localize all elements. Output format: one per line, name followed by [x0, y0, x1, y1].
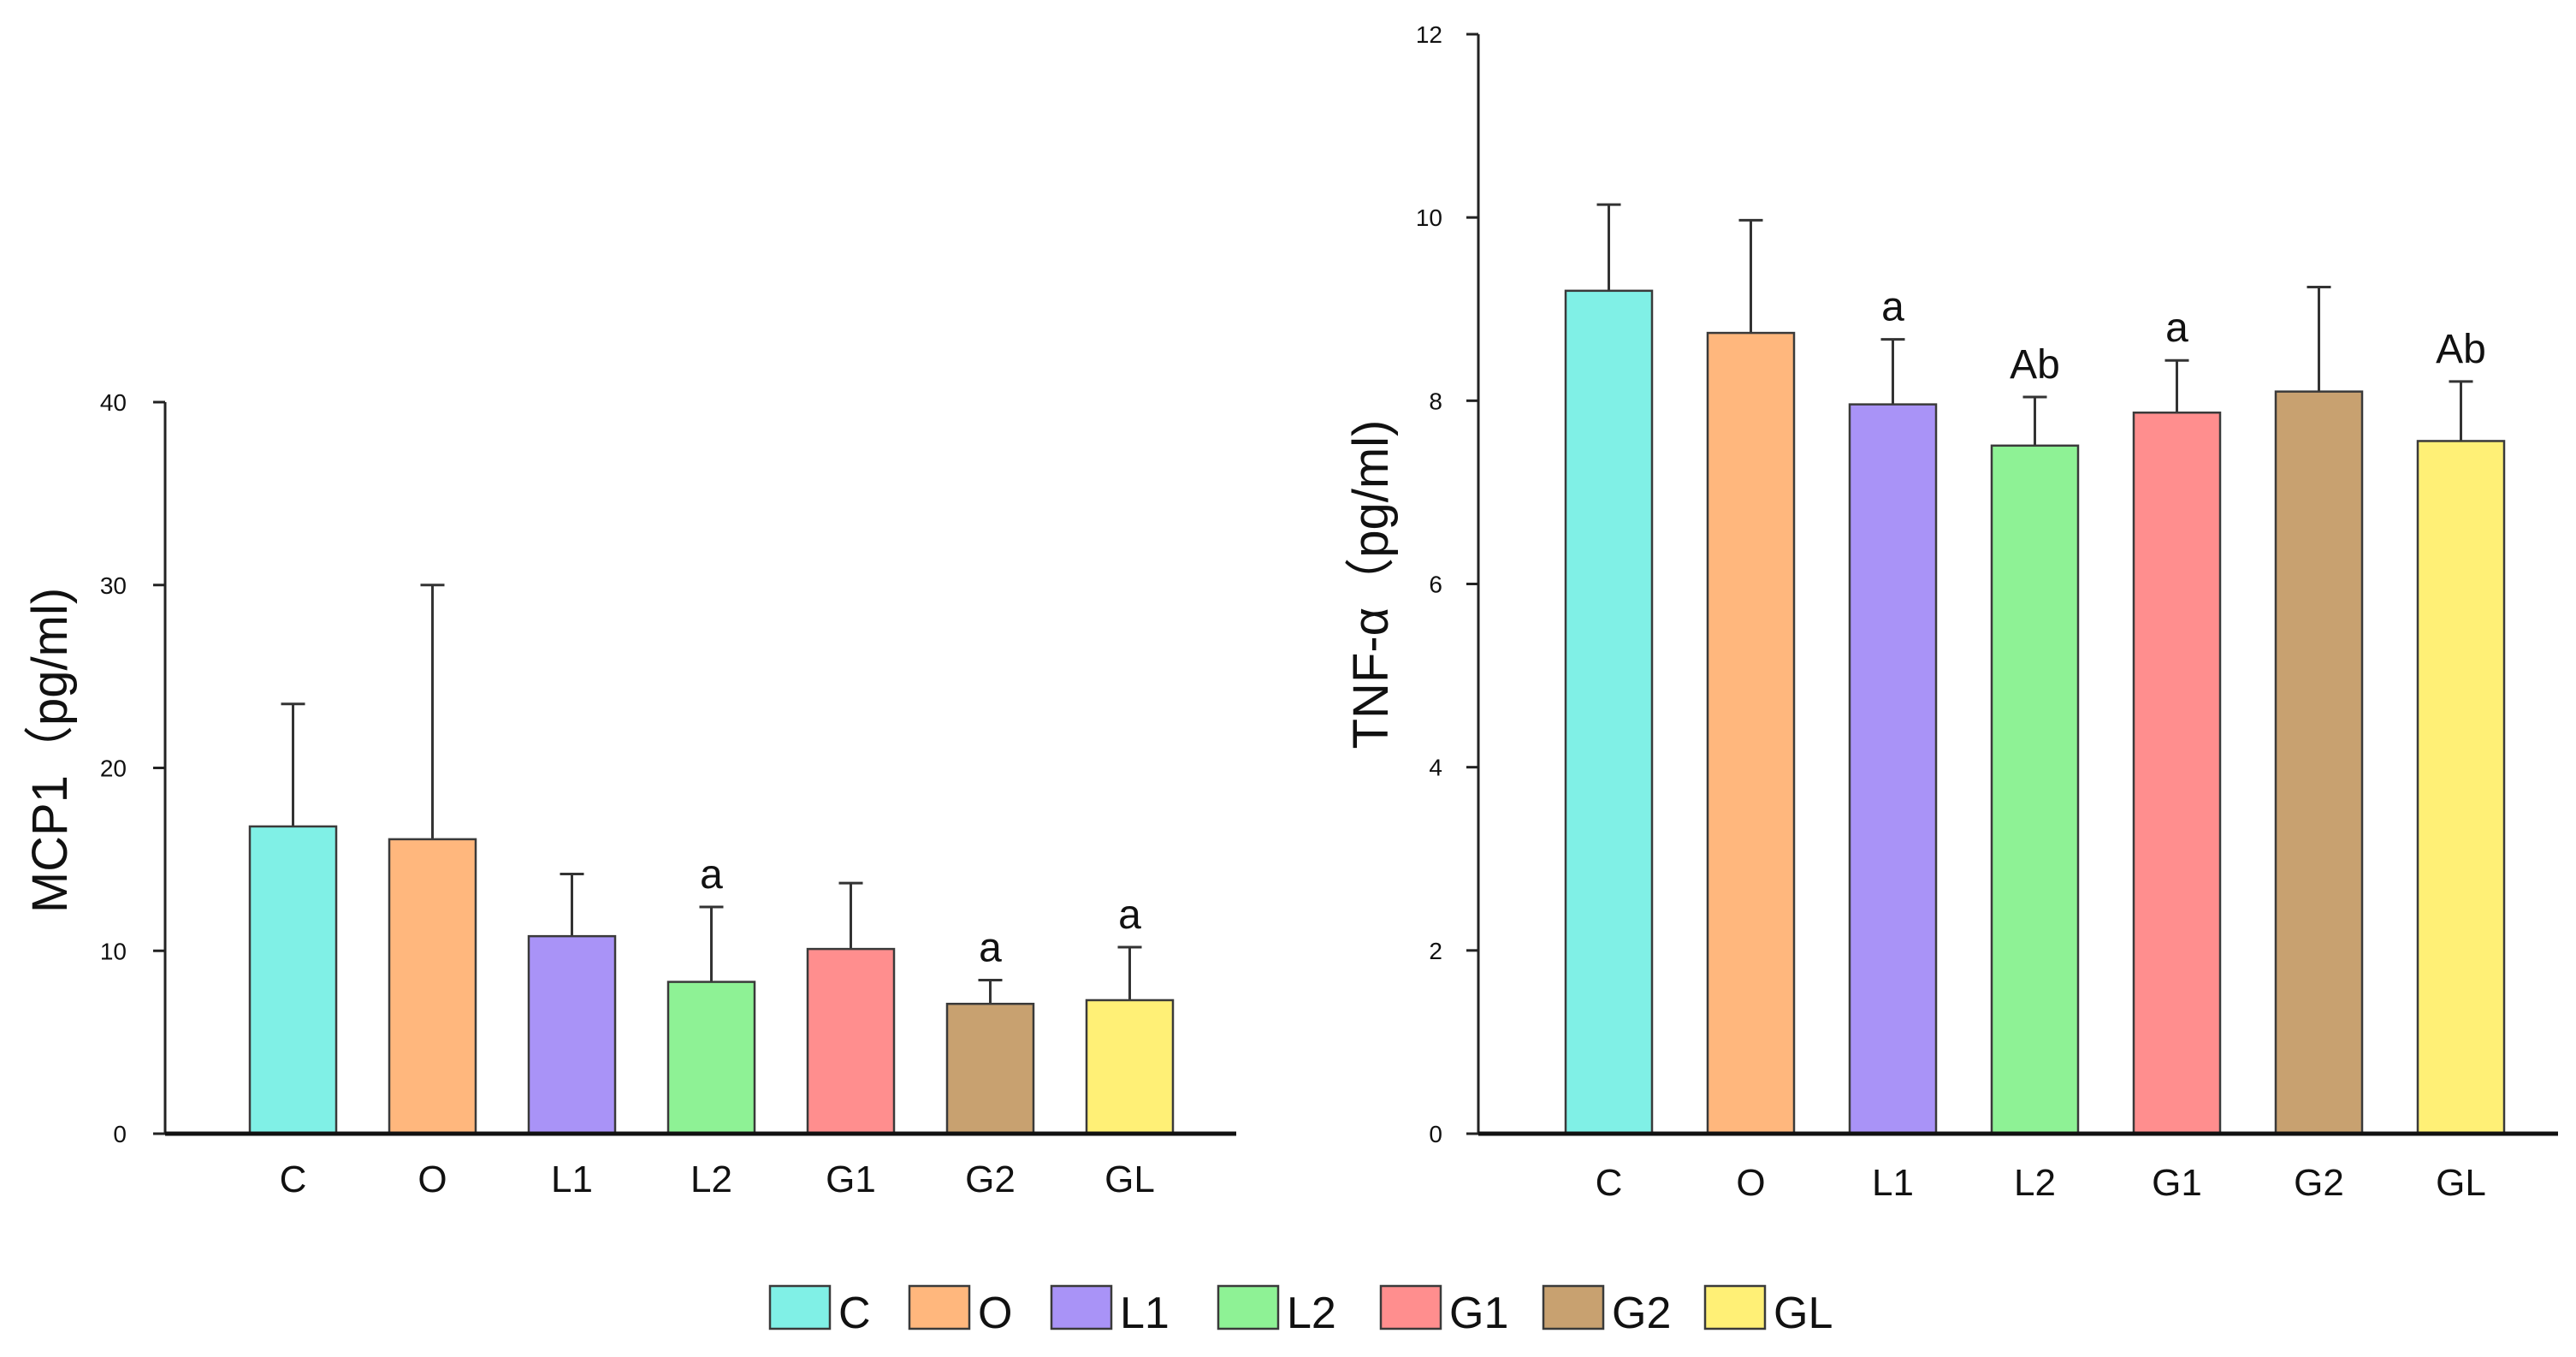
bar-o: [388, 838, 477, 1135]
legend-label: L1: [1120, 1289, 1170, 1338]
legend: C O L1 L2 G1 G2 GL: [768, 1284, 1833, 1338]
legend-swatch-o: [908, 1284, 971, 1330]
bar-o: [1706, 331, 1796, 1135]
bar-gl: [2416, 440, 2506, 1135]
x-tick-label: G1: [826, 1158, 876, 1200]
bar-g1: [2132, 412, 2222, 1135]
y-tick-label: 2: [1429, 938, 1442, 964]
legend-label: L2: [1287, 1289, 1336, 1338]
legend-label: G1: [1449, 1289, 1508, 1338]
bar-g1: [806, 947, 896, 1135]
mcp1-chart: 0 10 20 30 40 MCP1（pg/ml) C O L1 a L2 G1 a G2 a GL: [22, 389, 1236, 1200]
bar-l1: [1848, 403, 1938, 1135]
y-tick-label: 4: [1429, 755, 1442, 781]
y-tick-label: 30: [100, 572, 127, 599]
legend-label: G2: [1612, 1289, 1671, 1338]
significance-label: Ab: [2010, 342, 2060, 388]
legend-swatch-l2: [1217, 1284, 1280, 1330]
x-tick-label: GL: [2436, 1162, 2486, 1204]
y-tick-label: 20: [100, 756, 127, 782]
x-tick-label: L1: [551, 1158, 593, 1200]
x-tick-label: GL: [1104, 1158, 1155, 1200]
x-tick-label: O: [417, 1158, 447, 1200]
bar-g2: [2274, 390, 2364, 1135]
y-tick-label: 0: [1429, 1121, 1442, 1147]
bar-c: [248, 825, 338, 1135]
significance-label: a: [1118, 892, 1141, 938]
bar-c: [1564, 289, 1654, 1135]
y-tick-label: 40: [100, 389, 127, 416]
legend-swatch-gl: [1703, 1284, 1767, 1330]
x-tick-label: O: [1736, 1162, 1765, 1204]
x-tick-label: L2: [690, 1158, 732, 1200]
y-tick-label: 0: [113, 1121, 127, 1147]
x-tick-label: C: [280, 1158, 307, 1200]
bar-gl: [1085, 998, 1175, 1135]
legend-swatch-l1: [1050, 1284, 1113, 1330]
y-axis-title: TNF-α（pg/ml): [1343, 420, 1399, 750]
significance-label: a: [1881, 285, 1904, 330]
legend-label: O: [978, 1289, 1012, 1338]
legend-swatch-c: [768, 1284, 832, 1330]
y-tick-label: 6: [1429, 572, 1442, 598]
x-tick-label: G2: [965, 1158, 1016, 1200]
significance-label: a: [700, 852, 723, 898]
legend-label: GL: [1774, 1289, 1833, 1338]
bar-l1: [527, 934, 617, 1135]
y-axis-title: MCP1（pg/ml): [22, 588, 78, 913]
significance-label: Ab: [2436, 327, 2486, 372]
x-tick-label: G1: [2152, 1162, 2202, 1204]
legend-label: C: [838, 1289, 871, 1338]
legend-swatch-g2: [1542, 1284, 1605, 1330]
significance-label: a: [2165, 305, 2188, 351]
y-tick-label: 10: [100, 938, 127, 964]
bar-l2: [1990, 444, 2080, 1135]
bar-l2: [666, 981, 756, 1135]
x-tick-label: L1: [1872, 1162, 1914, 1204]
y-tick-label: 12: [1416, 21, 1442, 48]
x-tick-label: L2: [2014, 1162, 2056, 1204]
legend-swatch-g1: [1379, 1284, 1442, 1330]
bar-g2: [945, 1002, 1035, 1135]
significance-label: a: [979, 925, 1002, 970]
y-tick-label: 10: [1416, 204, 1442, 231]
x-tick-label: C: [1596, 1162, 1623, 1204]
tnf-alpha-chart: 0 2 4 6 8 10 12 TNF-α（pg/ml) C Oa L1 Ab L2 a G1 G2 Ab GL: [1343, 21, 2558, 1204]
y-tick-label: 8: [1429, 388, 1442, 414]
x-tick-label: G2: [2294, 1162, 2344, 1204]
